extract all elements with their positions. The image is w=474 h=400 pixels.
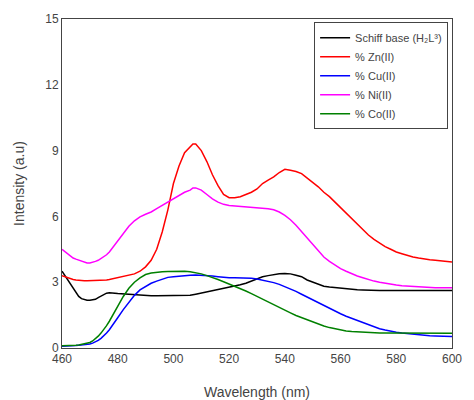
- svg-text:12: 12: [45, 78, 59, 92]
- svg-text:6: 6: [52, 210, 59, 224]
- svg-text:Schiff base (H₂L³): Schiff base (H₂L³): [355, 32, 442, 44]
- svg-text:9: 9: [52, 144, 59, 158]
- svg-text:Wavelength (nm): Wavelength (nm): [204, 384, 310, 400]
- svg-text:520: 520: [219, 352, 239, 366]
- svg-text:580: 580: [386, 352, 406, 366]
- svg-text:Intensity (a.u): Intensity (a.u): [11, 141, 27, 226]
- svg-text:560: 560: [331, 352, 351, 366]
- svg-text:% Ni(II): % Ni(II): [355, 89, 392, 101]
- svg-text:% Co(II): % Co(II): [355, 108, 395, 120]
- svg-text:480: 480: [108, 352, 128, 366]
- svg-text:% Zn(II): % Zn(II): [355, 51, 394, 63]
- svg-text:600: 600: [442, 352, 462, 366]
- svg-text:540: 540: [275, 352, 295, 366]
- svg-text:% Cu(II): % Cu(II): [355, 70, 395, 82]
- svg-text:0: 0: [52, 341, 59, 355]
- svg-text:500: 500: [163, 352, 183, 366]
- svg-text:15: 15: [45, 12, 59, 26]
- svg-text:460: 460: [52, 352, 72, 366]
- svg-text:3: 3: [52, 275, 59, 289]
